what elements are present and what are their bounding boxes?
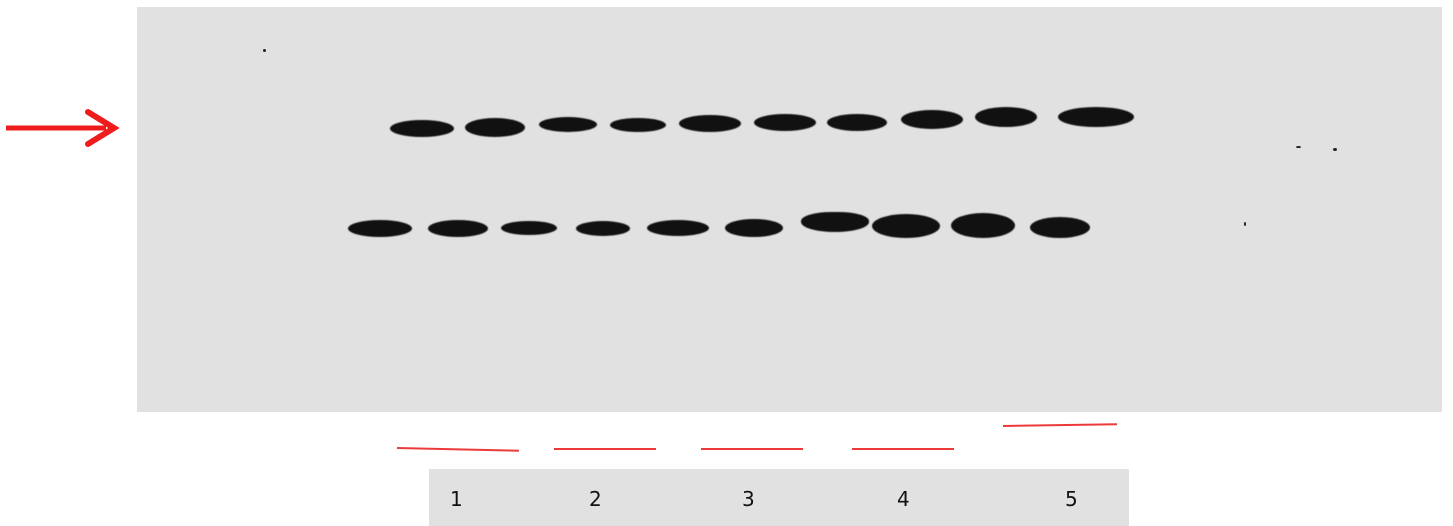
upper-band-8 bbox=[901, 110, 963, 129]
western-blot-membrane bbox=[137, 7, 1442, 412]
speck bbox=[1244, 222, 1246, 226]
lower-band-1 bbox=[348, 220, 412, 237]
lower-band-6 bbox=[725, 219, 783, 237]
upper-band-1 bbox=[390, 120, 454, 137]
lane-label-bar: 1 2 3 4 5 bbox=[429, 469, 1129, 526]
lane-group-underline-4 bbox=[852, 448, 954, 450]
speck bbox=[1296, 146, 1301, 148]
upper-band-4 bbox=[610, 118, 666, 132]
lower-band-9 bbox=[951, 213, 1015, 238]
upper-band-10 bbox=[1058, 107, 1134, 127]
lower-band-3 bbox=[501, 221, 557, 235]
lane-group-underline-5 bbox=[1002, 423, 1117, 427]
upper-band-9 bbox=[975, 107, 1037, 127]
lower-band-5 bbox=[647, 220, 709, 236]
lane-label-5: 5 bbox=[1065, 487, 1078, 511]
lower-band-7 bbox=[801, 212, 869, 232]
speck bbox=[1333, 148, 1337, 151]
lane-label-3: 3 bbox=[742, 487, 755, 511]
lower-band-2 bbox=[428, 220, 488, 237]
red-right-arrow-icon bbox=[6, 109, 120, 147]
lane-label-1: 1 bbox=[450, 487, 463, 511]
upper-band-2 bbox=[465, 118, 525, 137]
upper-band-5 bbox=[679, 115, 741, 132]
lane-label-4: 4 bbox=[897, 487, 910, 511]
lane-group-underline-2 bbox=[554, 448, 656, 450]
lower-band-8 bbox=[872, 214, 940, 238]
lane-group-underline-1 bbox=[396, 447, 519, 452]
upper-band-7 bbox=[827, 114, 887, 131]
lane-label-2: 2 bbox=[589, 487, 602, 511]
upper-band-6 bbox=[754, 114, 816, 131]
lane-group-underline-3 bbox=[701, 448, 803, 450]
upper-band-3 bbox=[539, 117, 597, 132]
lower-band-4 bbox=[576, 221, 630, 236]
lower-band-10 bbox=[1030, 217, 1090, 238]
speck bbox=[263, 49, 266, 52]
